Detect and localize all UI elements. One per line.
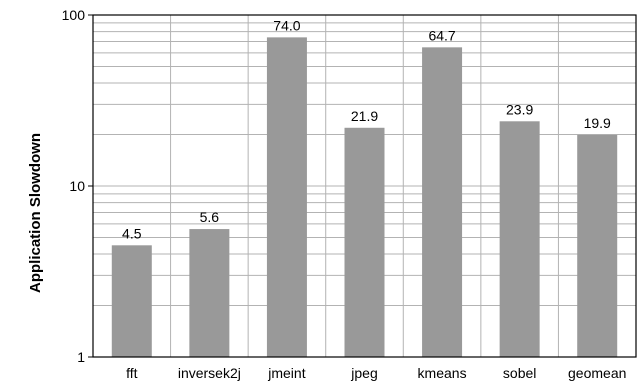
bar-fft bbox=[111, 245, 152, 357]
x-tick-label-jpeg: jpeg bbox=[350, 365, 377, 381]
x-tick-label-inversek2j: inversek2j bbox=[178, 365, 241, 381]
bar-jpeg bbox=[344, 127, 385, 357]
value-label-jpeg: 21.9 bbox=[351, 108, 378, 124]
x-tick-label-geomean: geomean bbox=[568, 365, 626, 381]
x-axis-labels: fft inversek2j jmeint jpeg kmeans sobel geomea… bbox=[126, 365, 626, 381]
x-tick-label-sobel: sobel bbox=[503, 365, 536, 381]
y-axis-title: Application Slowdown bbox=[27, 133, 44, 293]
x-tick-label-fft: fft bbox=[126, 365, 138, 381]
y-tick-label-1: 1 bbox=[77, 349, 85, 365]
bar-kmeans bbox=[422, 47, 463, 358]
value-label-jmeint: 74.0 bbox=[273, 17, 300, 33]
x-tick-label-jmeint: jmeint bbox=[267, 365, 305, 381]
x-tick-label-kmeans: kmeans bbox=[418, 365, 467, 381]
bar-jmeint bbox=[266, 37, 307, 357]
value-label-inversek2j: 5.6 bbox=[200, 209, 220, 225]
value-label-kmeans: 64.7 bbox=[428, 27, 455, 43]
y-tick-label-100: 100 bbox=[62, 7, 86, 23]
bar-geomean bbox=[577, 134, 618, 357]
value-labels: 4.5 5.6 74.0 21.9 64.7 23.9 19.9 bbox=[122, 17, 611, 241]
bar-sobel bbox=[499, 121, 540, 357]
y-tick-label-10: 10 bbox=[69, 178, 85, 194]
value-label-sobel: 23.9 bbox=[506, 101, 533, 117]
value-label-fft: 4.5 bbox=[122, 225, 142, 241]
y-axis-ticks: 1 10 100 bbox=[62, 7, 93, 365]
value-label-geomean: 19.9 bbox=[584, 115, 611, 131]
bar-inversek2j bbox=[189, 229, 230, 357]
grid-lines bbox=[93, 15, 636, 357]
bars bbox=[111, 37, 618, 358]
